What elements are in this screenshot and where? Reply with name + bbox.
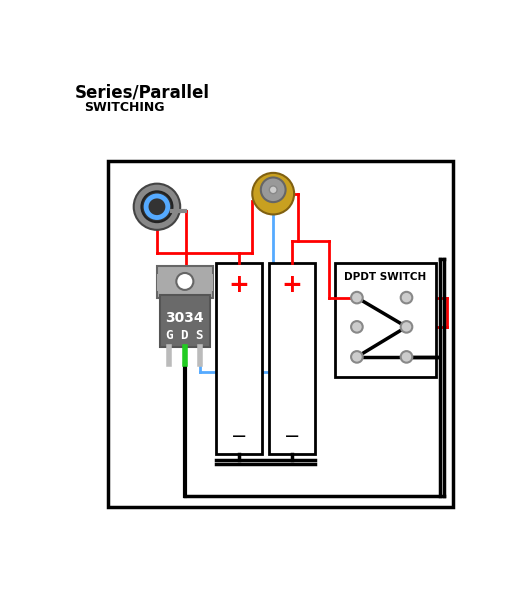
Bar <box>335 263 436 377</box>
Text: +: + <box>281 272 302 296</box>
Circle shape <box>141 191 172 222</box>
Text: SWITCHING: SWITCHING <box>84 101 165 114</box>
Circle shape <box>351 321 363 332</box>
Circle shape <box>261 178 286 202</box>
Circle shape <box>269 186 277 194</box>
Circle shape <box>351 351 363 362</box>
Bar <box>206 274 213 290</box>
Text: +: + <box>228 272 249 296</box>
Bar <box>157 274 163 290</box>
Circle shape <box>134 184 180 230</box>
Circle shape <box>401 351 412 362</box>
Bar <box>157 266 213 298</box>
Circle shape <box>176 273 193 290</box>
Text: G D S: G D S <box>166 329 204 342</box>
Circle shape <box>252 173 294 214</box>
Circle shape <box>401 292 412 304</box>
Circle shape <box>401 321 412 332</box>
Bar <box>268 263 315 454</box>
Bar <box>108 161 453 507</box>
Text: −: − <box>231 427 247 446</box>
Text: Series/Parallel: Series/Parallel <box>75 83 210 101</box>
Text: DPDT SWITCH: DPDT SWITCH <box>344 272 427 282</box>
Text: −: − <box>283 427 300 446</box>
Circle shape <box>351 292 363 304</box>
Bar <box>216 263 263 454</box>
Bar <box>160 295 210 347</box>
Text: 3034: 3034 <box>166 311 204 325</box>
